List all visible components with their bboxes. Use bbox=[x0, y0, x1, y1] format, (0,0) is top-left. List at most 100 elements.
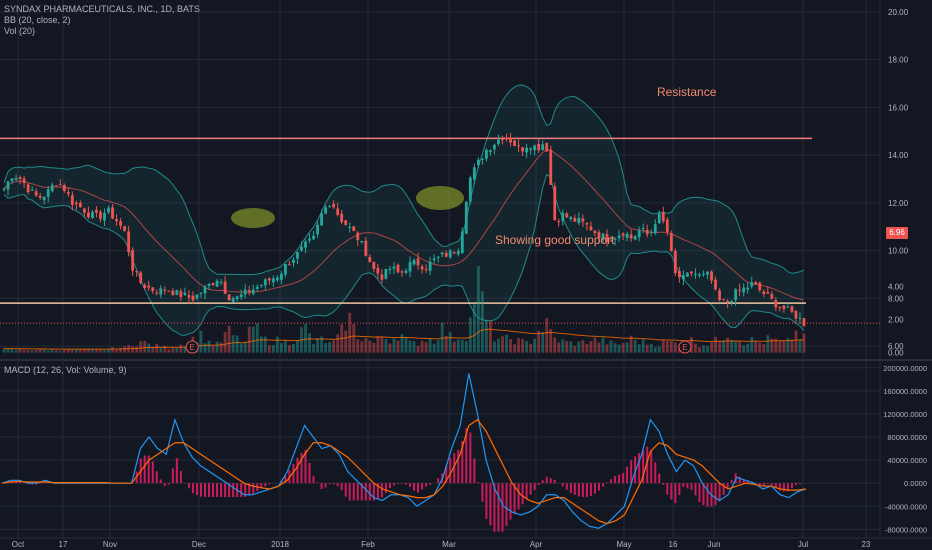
candle-body bbox=[673, 250, 677, 274]
volume-bar bbox=[609, 340, 613, 353]
candle-body bbox=[368, 257, 372, 262]
volume-bar bbox=[412, 341, 416, 353]
volume-bar bbox=[541, 331, 545, 353]
volume-bar bbox=[215, 341, 219, 353]
candle-body bbox=[139, 272, 143, 283]
volume-bar bbox=[235, 335, 239, 353]
candle-body bbox=[714, 279, 717, 290]
volume-bar bbox=[30, 350, 34, 353]
candle-body bbox=[372, 261, 376, 269]
candle-body bbox=[730, 301, 734, 303]
candle-body bbox=[352, 226, 356, 232]
volume-bar bbox=[316, 337, 319, 353]
volume-bar bbox=[400, 334, 404, 353]
volume-bars bbox=[2, 266, 806, 353]
earnings-marker[interactable]: E bbox=[678, 340, 692, 354]
candle-body bbox=[521, 147, 524, 152]
candle-body bbox=[722, 299, 725, 301]
time-tick-label: 16 bbox=[669, 540, 678, 549]
candle-body bbox=[320, 213, 323, 226]
candle-body bbox=[424, 269, 428, 271]
resistance-label[interactable]: Resistance bbox=[657, 85, 717, 99]
candle-body bbox=[798, 317, 802, 319]
candle-body bbox=[412, 260, 416, 265]
volume-bar bbox=[360, 341, 364, 353]
candle-body bbox=[239, 294, 243, 298]
candle-body bbox=[404, 270, 408, 273]
candle-body bbox=[472, 167, 476, 180]
candle-body bbox=[645, 229, 649, 235]
candle-body bbox=[702, 273, 705, 275]
candle-body bbox=[211, 282, 215, 285]
highlight-ellipse bbox=[416, 186, 464, 210]
candle-body bbox=[360, 240, 364, 243]
volume-bar bbox=[2, 348, 6, 353]
candle-body bbox=[657, 213, 661, 224]
candle-body bbox=[452, 252, 456, 254]
candle-body bbox=[428, 261, 432, 271]
candle-body bbox=[54, 185, 58, 187]
candle-body bbox=[629, 234, 633, 239]
candle-body bbox=[275, 277, 279, 281]
earnings-marker[interactable]: E bbox=[185, 340, 199, 354]
volume-bar bbox=[404, 337, 408, 353]
symbol-title[interactable]: SYNDAX PHARMACEUTICALS, INC., 1D, BATS bbox=[4, 4, 200, 14]
candle-body bbox=[219, 281, 223, 283]
bb-upper bbox=[3, 84, 805, 276]
volume-bar bbox=[279, 343, 283, 353]
volume-bar bbox=[553, 337, 557, 353]
volume-bar bbox=[288, 345, 291, 353]
horizontal-levels[interactable] bbox=[0, 137, 880, 324]
candle-body bbox=[296, 252, 299, 259]
bb-legend[interactable]: BB (20, close, 2) bbox=[4, 15, 71, 25]
vol-legend[interactable]: Vol (20) bbox=[4, 26, 36, 36]
candle-body bbox=[195, 294, 199, 299]
candle-body bbox=[420, 266, 424, 270]
time-tick-label: 2018 bbox=[271, 540, 289, 549]
time-tick-label: Apr bbox=[530, 540, 543, 549]
candle-body bbox=[762, 291, 766, 294]
volume-bar bbox=[107, 349, 110, 353]
volume-bar bbox=[38, 348, 42, 353]
candle-body bbox=[637, 230, 641, 238]
volume-bar bbox=[722, 340, 725, 353]
time-tick-label: May bbox=[616, 540, 631, 549]
earnings-marker-circle bbox=[678, 340, 692, 354]
candle-body bbox=[513, 140, 516, 146]
candle-body bbox=[440, 252, 444, 255]
candle-body bbox=[505, 138, 508, 140]
candle-body bbox=[593, 230, 597, 233]
volume-bar bbox=[247, 326, 251, 353]
earnings-markers[interactable]: EEE bbox=[185, 340, 932, 354]
volume-bar bbox=[601, 337, 605, 353]
candle-body bbox=[681, 275, 685, 280]
volume-bar bbox=[621, 343, 625, 353]
candle-body bbox=[135, 271, 139, 273]
candle-body bbox=[601, 233, 605, 240]
volume-bar bbox=[151, 346, 155, 353]
candle-body bbox=[18, 177, 22, 179]
volume-bar bbox=[284, 340, 287, 353]
volume-bar bbox=[312, 344, 315, 353]
candle-body bbox=[179, 291, 183, 298]
candle-body bbox=[770, 294, 774, 299]
volume-bar bbox=[460, 339, 464, 353]
candle-body bbox=[485, 149, 488, 159]
volume-bar bbox=[742, 345, 746, 353]
volume-bar bbox=[597, 342, 601, 353]
candle-body bbox=[742, 287, 746, 293]
macd-legend[interactable]: MACD (12, 26, Vol: Volume, 9) bbox=[4, 365, 127, 375]
volume-bar bbox=[183, 346, 187, 353]
support-label[interactable]: Showing good support bbox=[495, 233, 615, 247]
volume-bar bbox=[320, 336, 323, 353]
volume-bar bbox=[416, 345, 420, 353]
price-tick-label: 14.00 bbox=[888, 151, 909, 160]
candle-body bbox=[501, 139, 504, 141]
volume-bar bbox=[537, 330, 541, 353]
earnings-marker-circle bbox=[185, 340, 199, 354]
volume-bar bbox=[665, 341, 669, 353]
volume-bar bbox=[509, 339, 512, 353]
candle-body bbox=[247, 290, 251, 293]
volume-bar bbox=[718, 340, 721, 353]
